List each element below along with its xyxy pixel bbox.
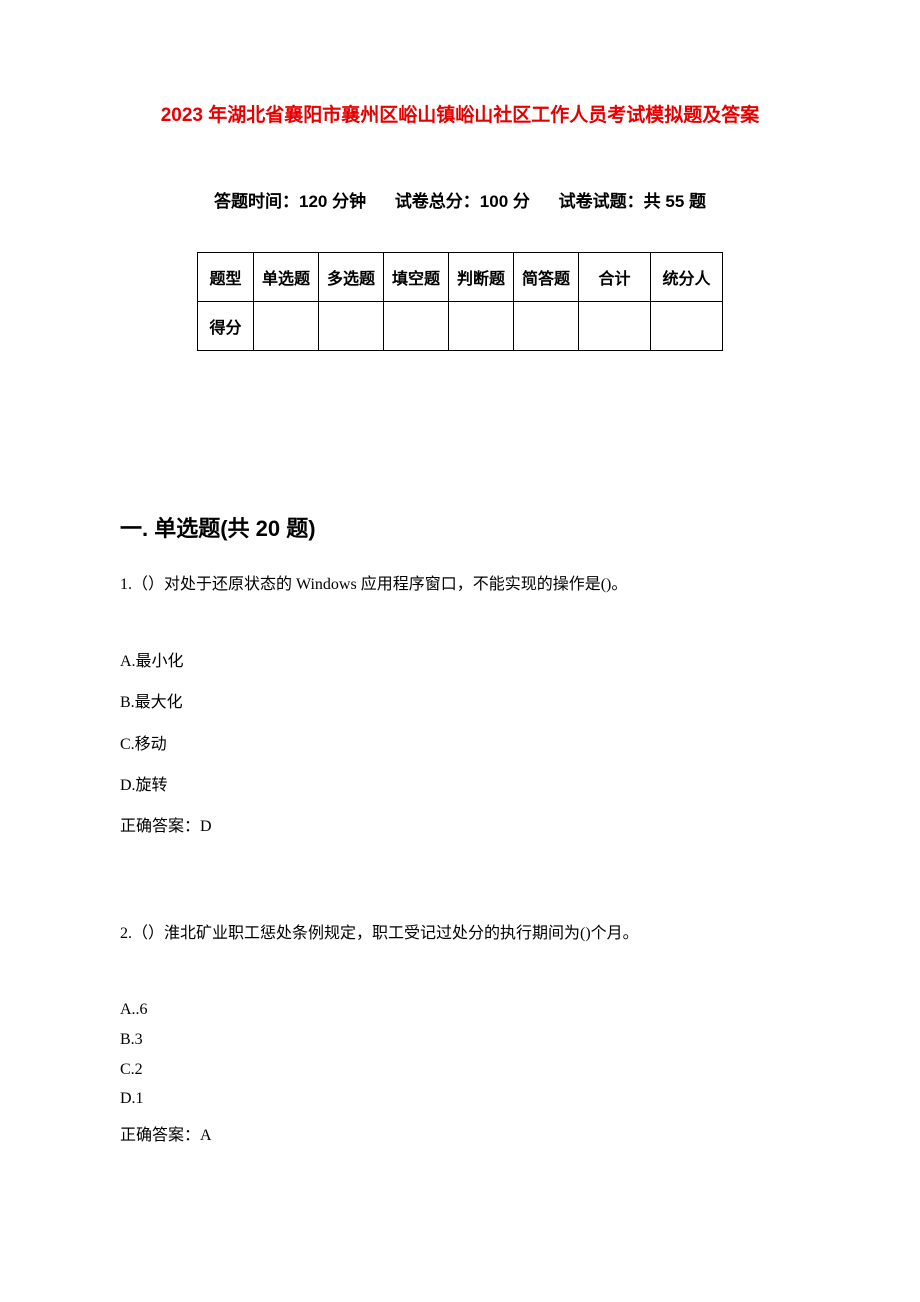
score-cell xyxy=(449,302,514,351)
header-judge: 判断题 xyxy=(449,253,514,302)
option-a: A.最小化 xyxy=(120,648,800,675)
score-cell xyxy=(383,302,448,351)
header-total: 合计 xyxy=(579,253,651,302)
header-multi: 多选题 xyxy=(318,253,383,302)
option-c: C.2 xyxy=(120,1057,800,1083)
question-text: 2.（）淮北矿业职工惩处条例规定，职工受记过处分的执行期间为()个月。 xyxy=(120,920,800,947)
header-scorer: 统分人 xyxy=(651,253,723,302)
option-c: C.移动 xyxy=(120,731,800,758)
option-a: A..6 xyxy=(120,997,800,1023)
exam-total: 试卷总分：100 分 xyxy=(395,192,530,211)
score-table: 题型 单选题 多选题 填空题 判断题 简答题 合计 统分人 得分 xyxy=(197,252,723,351)
question-1: 1.（）对处于还原状态的 Windows 应用程序窗口，不能实现的操作是()。 … xyxy=(120,571,800,840)
score-cell xyxy=(318,302,383,351)
question-2: 2.（）淮北矿业职工惩处条例规定，职工受记过处分的执行期间为()个月。 A..6… xyxy=(120,920,800,1149)
score-cell xyxy=(651,302,723,351)
option-b: B.最大化 xyxy=(120,689,800,716)
answer: 正确答案：D xyxy=(120,813,800,840)
score-cell xyxy=(579,302,651,351)
header-type: 题型 xyxy=(197,253,253,302)
table-header-row: 题型 单选题 多选题 填空题 判断题 简答题 合计 统分人 xyxy=(197,253,722,302)
exam-time: 答题时间：120 分钟 xyxy=(214,192,366,211)
option-d: D.旋转 xyxy=(120,772,800,799)
header-fill: 填空题 xyxy=(383,253,448,302)
exam-count: 试卷试题：共 55 题 xyxy=(559,192,706,211)
table-score-row: 得分 xyxy=(197,302,722,351)
question-text: 1.（）对处于还原状态的 Windows 应用程序窗口，不能实现的操作是()。 xyxy=(120,571,800,598)
score-cell xyxy=(514,302,579,351)
answer: 正确答案：A xyxy=(120,1122,800,1149)
row-score-label: 得分 xyxy=(197,302,253,351)
document-title: 2023 年湖北省襄阳市襄州区峪山镇峪山社区工作人员考试模拟题及答案 xyxy=(120,100,800,127)
header-single: 单选题 xyxy=(253,253,318,302)
option-d: D.1 xyxy=(120,1086,800,1112)
exam-info-row: 答题时间：120 分钟 试卷总分：100 分 试卷试题：共 55 题 xyxy=(120,187,800,212)
section-title: 一. 单选题(共 20 题) xyxy=(120,511,800,543)
option-b: B.3 xyxy=(120,1027,800,1053)
header-short: 简答题 xyxy=(514,253,579,302)
score-cell xyxy=(253,302,318,351)
